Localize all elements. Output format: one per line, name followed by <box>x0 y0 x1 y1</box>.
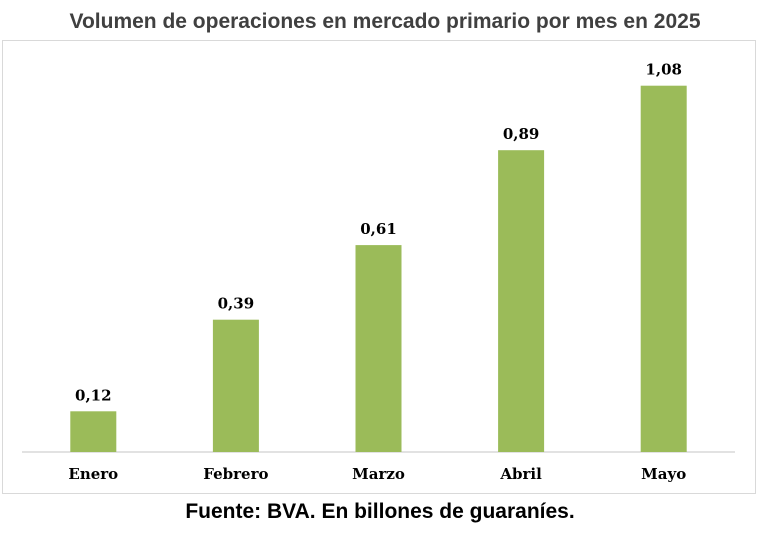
bar-mayo <box>640 85 687 452</box>
data-label-abril: 0,89 <box>503 125 540 143</box>
x-tick-label-abril: Abril <box>499 465 542 483</box>
chart-area <box>2 40 756 494</box>
data-label-enero: 0,12 <box>75 386 112 404</box>
x-tick-label-marzo: Marzo <box>352 465 405 483</box>
data-label-febrero: 0,39 <box>218 295 255 313</box>
x-tick-label-enero: Enero <box>68 465 118 483</box>
x-tick-labels-group: Enero Febrero Marzo Abril Mayo <box>68 465 686 483</box>
data-label-mayo: 1,08 <box>645 61 682 79</box>
data-labels-group: 0,12 0,39 0,61 0,89 1,08 <box>75 61 682 405</box>
bar-enero <box>70 411 117 452</box>
source-note: Fuente: BVA. En billones de guaraníes. <box>185 500 575 523</box>
bar-abril <box>498 150 545 452</box>
chart-title: Volumen de operaciones en mercado primar… <box>69 10 701 33</box>
bars-group <box>70 85 687 452</box>
x-tick-label-febrero: Febrero <box>203 465 268 483</box>
x-tick-label-mayo: Mayo <box>641 465 686 483</box>
data-label-marzo: 0,61 <box>360 220 397 238</box>
bar-marzo <box>355 245 402 452</box>
bar-febrero <box>212 319 259 452</box>
